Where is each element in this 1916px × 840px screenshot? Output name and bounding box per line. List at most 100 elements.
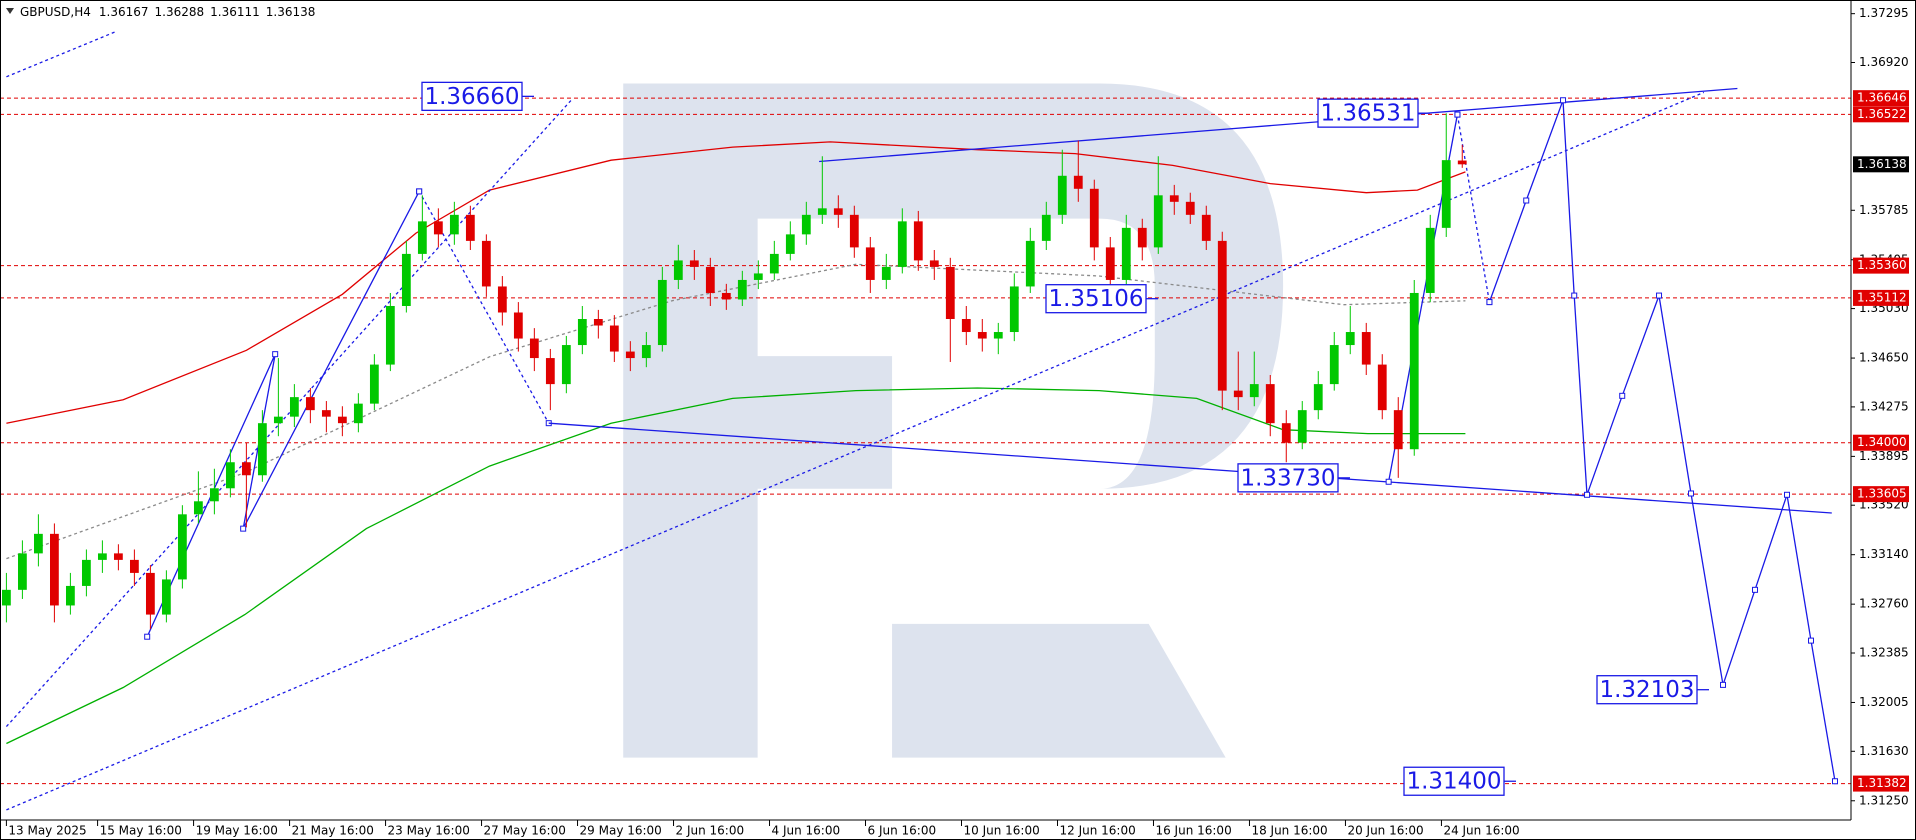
candle-body (1137, 227, 1147, 248)
candle-body (273, 416, 283, 424)
candle-body (225, 462, 235, 489)
y-tick-label: 1.32760 (1859, 597, 1909, 611)
overlay-marker (1808, 637, 1815, 644)
candle-body (897, 221, 907, 267)
candle-body (1217, 240, 1227, 391)
candle-body (657, 279, 667, 346)
last-price-box (1853, 156, 1909, 173)
y-tick-label: 1.34650 (1859, 351, 1909, 365)
candle-body (369, 364, 379, 404)
candle-body (1265, 384, 1275, 424)
candle-body (961, 319, 971, 333)
level-label-box (1853, 289, 1909, 306)
candle-body (1073, 175, 1083, 189)
candle-body (593, 319, 603, 326)
symbol: GBPUSD,H4 (20, 5, 91, 19)
overlay-marker (1619, 392, 1626, 399)
candle-body (385, 305, 395, 365)
candle-body (993, 332, 1003, 339)
header: GBPUSD,H4 1.36167 1.36288 1.36111 1.36138 (20, 5, 315, 19)
y-tick-label: 1.32385 (1859, 645, 1909, 659)
candle-body (241, 462, 251, 476)
overlay-line (5, 99, 572, 728)
candle-body (1185, 201, 1195, 215)
level-label-box (1853, 257, 1909, 274)
candle-body (305, 397, 315, 411)
candle-body (865, 247, 875, 280)
candle-body (1169, 195, 1179, 202)
x-tick-label: 19 May 16:00 (196, 824, 278, 838)
overlay-marker (1784, 491, 1791, 498)
y-tick-label: 1.34275 (1859, 399, 1909, 413)
quote-high: 1.36288 (155, 5, 205, 19)
candle-body (1233, 390, 1243, 398)
x-tick-label: 4 Jun 16:00 (772, 824, 841, 838)
x-tick-label: 16 Jun 16:00 (1155, 824, 1231, 838)
candle-body (881, 266, 891, 280)
overlay-marker (272, 351, 279, 358)
annotation-box (1596, 675, 1698, 705)
overlay-line (819, 87, 1738, 163)
overlay-line (6, 141, 1466, 424)
candle-body (177, 514, 187, 580)
annotation-box (1403, 766, 1505, 796)
candle-body (801, 214, 811, 235)
overlay-marker (1656, 292, 1663, 299)
candle-body (33, 533, 43, 554)
level-label-box (1853, 434, 1909, 451)
candle-body (17, 553, 27, 590)
candle-body (417, 221, 427, 254)
x-tick-label: 27 May 16:00 (484, 824, 566, 838)
candle-body (929, 260, 939, 267)
candle-body (721, 292, 731, 300)
candle-body (817, 208, 827, 215)
overlay-marker (1832, 778, 1839, 785)
level-label: 1.35360 (1857, 258, 1907, 272)
candle-body (193, 501, 203, 515)
candle-body (849, 214, 859, 248)
overlay-marker (1720, 681, 1727, 688)
level-label-box (1853, 775, 1909, 792)
quote-low: 1.36111 (210, 5, 260, 19)
candle-body (1121, 227, 1131, 280)
level-label: 1.34000 (1857, 435, 1907, 449)
candle-body (209, 488, 219, 502)
level-label: 1.33605 (1857, 487, 1907, 501)
last-price-label: 1.36138 (1857, 157, 1907, 171)
annotation-label: 1.31400 (1406, 769, 1501, 795)
candle-body (769, 253, 779, 274)
candle-body (481, 240, 491, 287)
y-tick-label: 1.36920 (1859, 55, 1909, 69)
candle-body (1441, 160, 1451, 228)
overlay-marker (1688, 490, 1695, 497)
level-label-box (1853, 90, 1909, 107)
candle-body (625, 351, 635, 359)
candle-body (1425, 227, 1435, 293)
candle-body (129, 559, 139, 573)
candle-body (65, 585, 75, 606)
y-tick-label: 1.31630 (1859, 744, 1909, 758)
candle-body (1361, 332, 1371, 365)
x-tick-label: 21 May 16:00 (292, 824, 374, 838)
x-tick-label: 2 Jun 16:00 (676, 824, 745, 838)
candle-body (1025, 240, 1035, 287)
annotation-label: 1.36660 (424, 84, 519, 110)
candle-body (529, 338, 539, 359)
candle-body (321, 410, 331, 417)
candle-body (1105, 247, 1115, 280)
candle-body (289, 397, 299, 417)
level-label-box (1853, 486, 1909, 503)
x-tick-label: 29 May 16:00 (580, 824, 662, 838)
candle-body (1249, 384, 1259, 398)
candle-body (737, 279, 747, 300)
candle-body (353, 403, 363, 424)
candle-body (641, 345, 651, 359)
candle-body (1057, 175, 1067, 215)
candle-body (833, 208, 843, 215)
candle-body (545, 358, 555, 385)
level-label-box (1853, 106, 1909, 123)
x-tick-label: 15 May 16:00 (100, 824, 182, 838)
quote-close: 1.36138 (266, 5, 316, 19)
overlay-line (6, 91, 1705, 811)
